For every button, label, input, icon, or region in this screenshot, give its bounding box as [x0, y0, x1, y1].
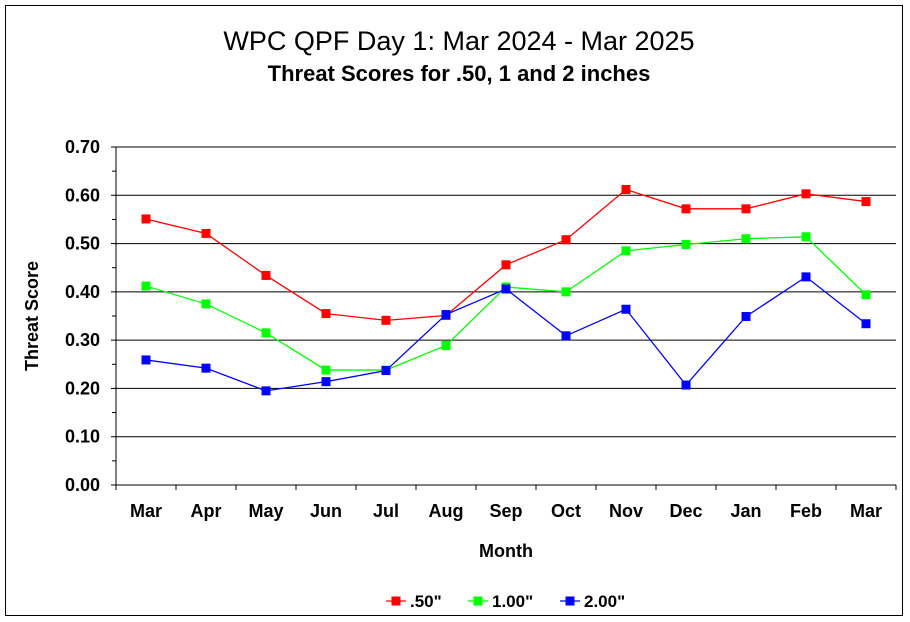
x-tick-label: Apr: [191, 501, 222, 521]
x-tick-label: Jan: [730, 501, 761, 521]
chart-subtitle: Threat Scores for .50, 1 and 2 inches: [268, 61, 651, 86]
data-point: [201, 299, 211, 309]
y-tick-label: 0.60: [65, 185, 100, 205]
legend-marker: [565, 596, 575, 606]
x-tick-label: Mar: [130, 501, 162, 521]
x-tick-label: Nov: [609, 501, 643, 521]
legend-label: 2.00": [584, 592, 625, 611]
data-point: [441, 310, 451, 320]
data-point: [321, 309, 331, 319]
data-point: [501, 284, 511, 294]
data-point: [321, 365, 331, 375]
data-point: [741, 234, 751, 244]
data-point: [261, 386, 271, 396]
data-point: [381, 366, 391, 376]
data-point: [621, 304, 631, 314]
data-point: [561, 331, 571, 341]
data-point: [141, 281, 151, 291]
legend-label: .50": [410, 592, 442, 611]
data-point: [141, 355, 151, 365]
data-point: [201, 228, 211, 238]
data-point: [681, 240, 691, 250]
x-tick-label: Jul: [373, 501, 399, 521]
chart-title: WPC QPF Day 1: Mar 2024 - Mar 2025: [223, 26, 694, 56]
x-tick-label: Jun: [310, 501, 342, 521]
series-line: [145, 236, 867, 371]
data-point: [681, 380, 691, 390]
x-tick-label: Oct: [551, 501, 581, 521]
data-point: [201, 363, 211, 373]
data-point: [861, 197, 871, 207]
x-tick-label: Mar: [850, 501, 882, 521]
data-point: [561, 235, 571, 245]
y-tick-label: 0.20: [65, 378, 100, 398]
data-point: [321, 377, 331, 387]
data-point: [501, 260, 511, 270]
data-point: [261, 270, 271, 280]
y-tick-label: 0.10: [65, 427, 100, 447]
data-point: [801, 232, 811, 242]
legend-marker: [391, 596, 401, 606]
data-point: [141, 214, 151, 224]
data-point: [561, 287, 571, 297]
series-line: [145, 188, 867, 321]
data-point: [441, 340, 451, 350]
x-tick-label: Dec: [669, 501, 702, 521]
x-tick-label: Sep: [489, 501, 522, 521]
data-point: [681, 204, 691, 214]
series-lines: [141, 184, 871, 396]
x-tick-label: Aug: [429, 501, 464, 521]
y-tick-label: 0.50: [65, 234, 100, 254]
y-tick-label: 0.00: [65, 475, 100, 495]
data-point: [801, 189, 811, 199]
legend-marker: [473, 596, 483, 606]
y-tick-label: 0.30: [65, 330, 100, 350]
x-tick-label: Feb: [790, 501, 822, 521]
data-point: [381, 315, 391, 325]
data-point: [861, 319, 871, 329]
legend-label: 1.00": [492, 592, 533, 611]
data-point: [621, 184, 631, 194]
y-tick-label: 0.40: [65, 282, 100, 302]
x-tick-label: May: [248, 501, 283, 521]
data-point: [741, 204, 751, 214]
data-point: [801, 272, 811, 282]
y-axis-label: Threat Score: [22, 261, 42, 371]
data-point: [621, 246, 631, 256]
data-point: [261, 328, 271, 338]
x-tick-labels: Mar Apr May Jun Jul Aug Sep Oct Nov Dec Jan Feb Mar: [130, 501, 882, 521]
series-line: [145, 276, 867, 392]
axes: [111, 146, 897, 490]
x-axis-label: Month: [479, 541, 533, 561]
data-point: [741, 311, 751, 321]
y-tick-label: 0.70: [65, 137, 100, 157]
legend: .50" 1.00" 2.00": [386, 592, 625, 611]
y-tick-labels: 0.00 0.10 0.20 0.30 0.40 0.50 0.60 0.70: [65, 137, 100, 495]
data-point: [861, 290, 871, 300]
gridlines: [116, 146, 896, 486]
